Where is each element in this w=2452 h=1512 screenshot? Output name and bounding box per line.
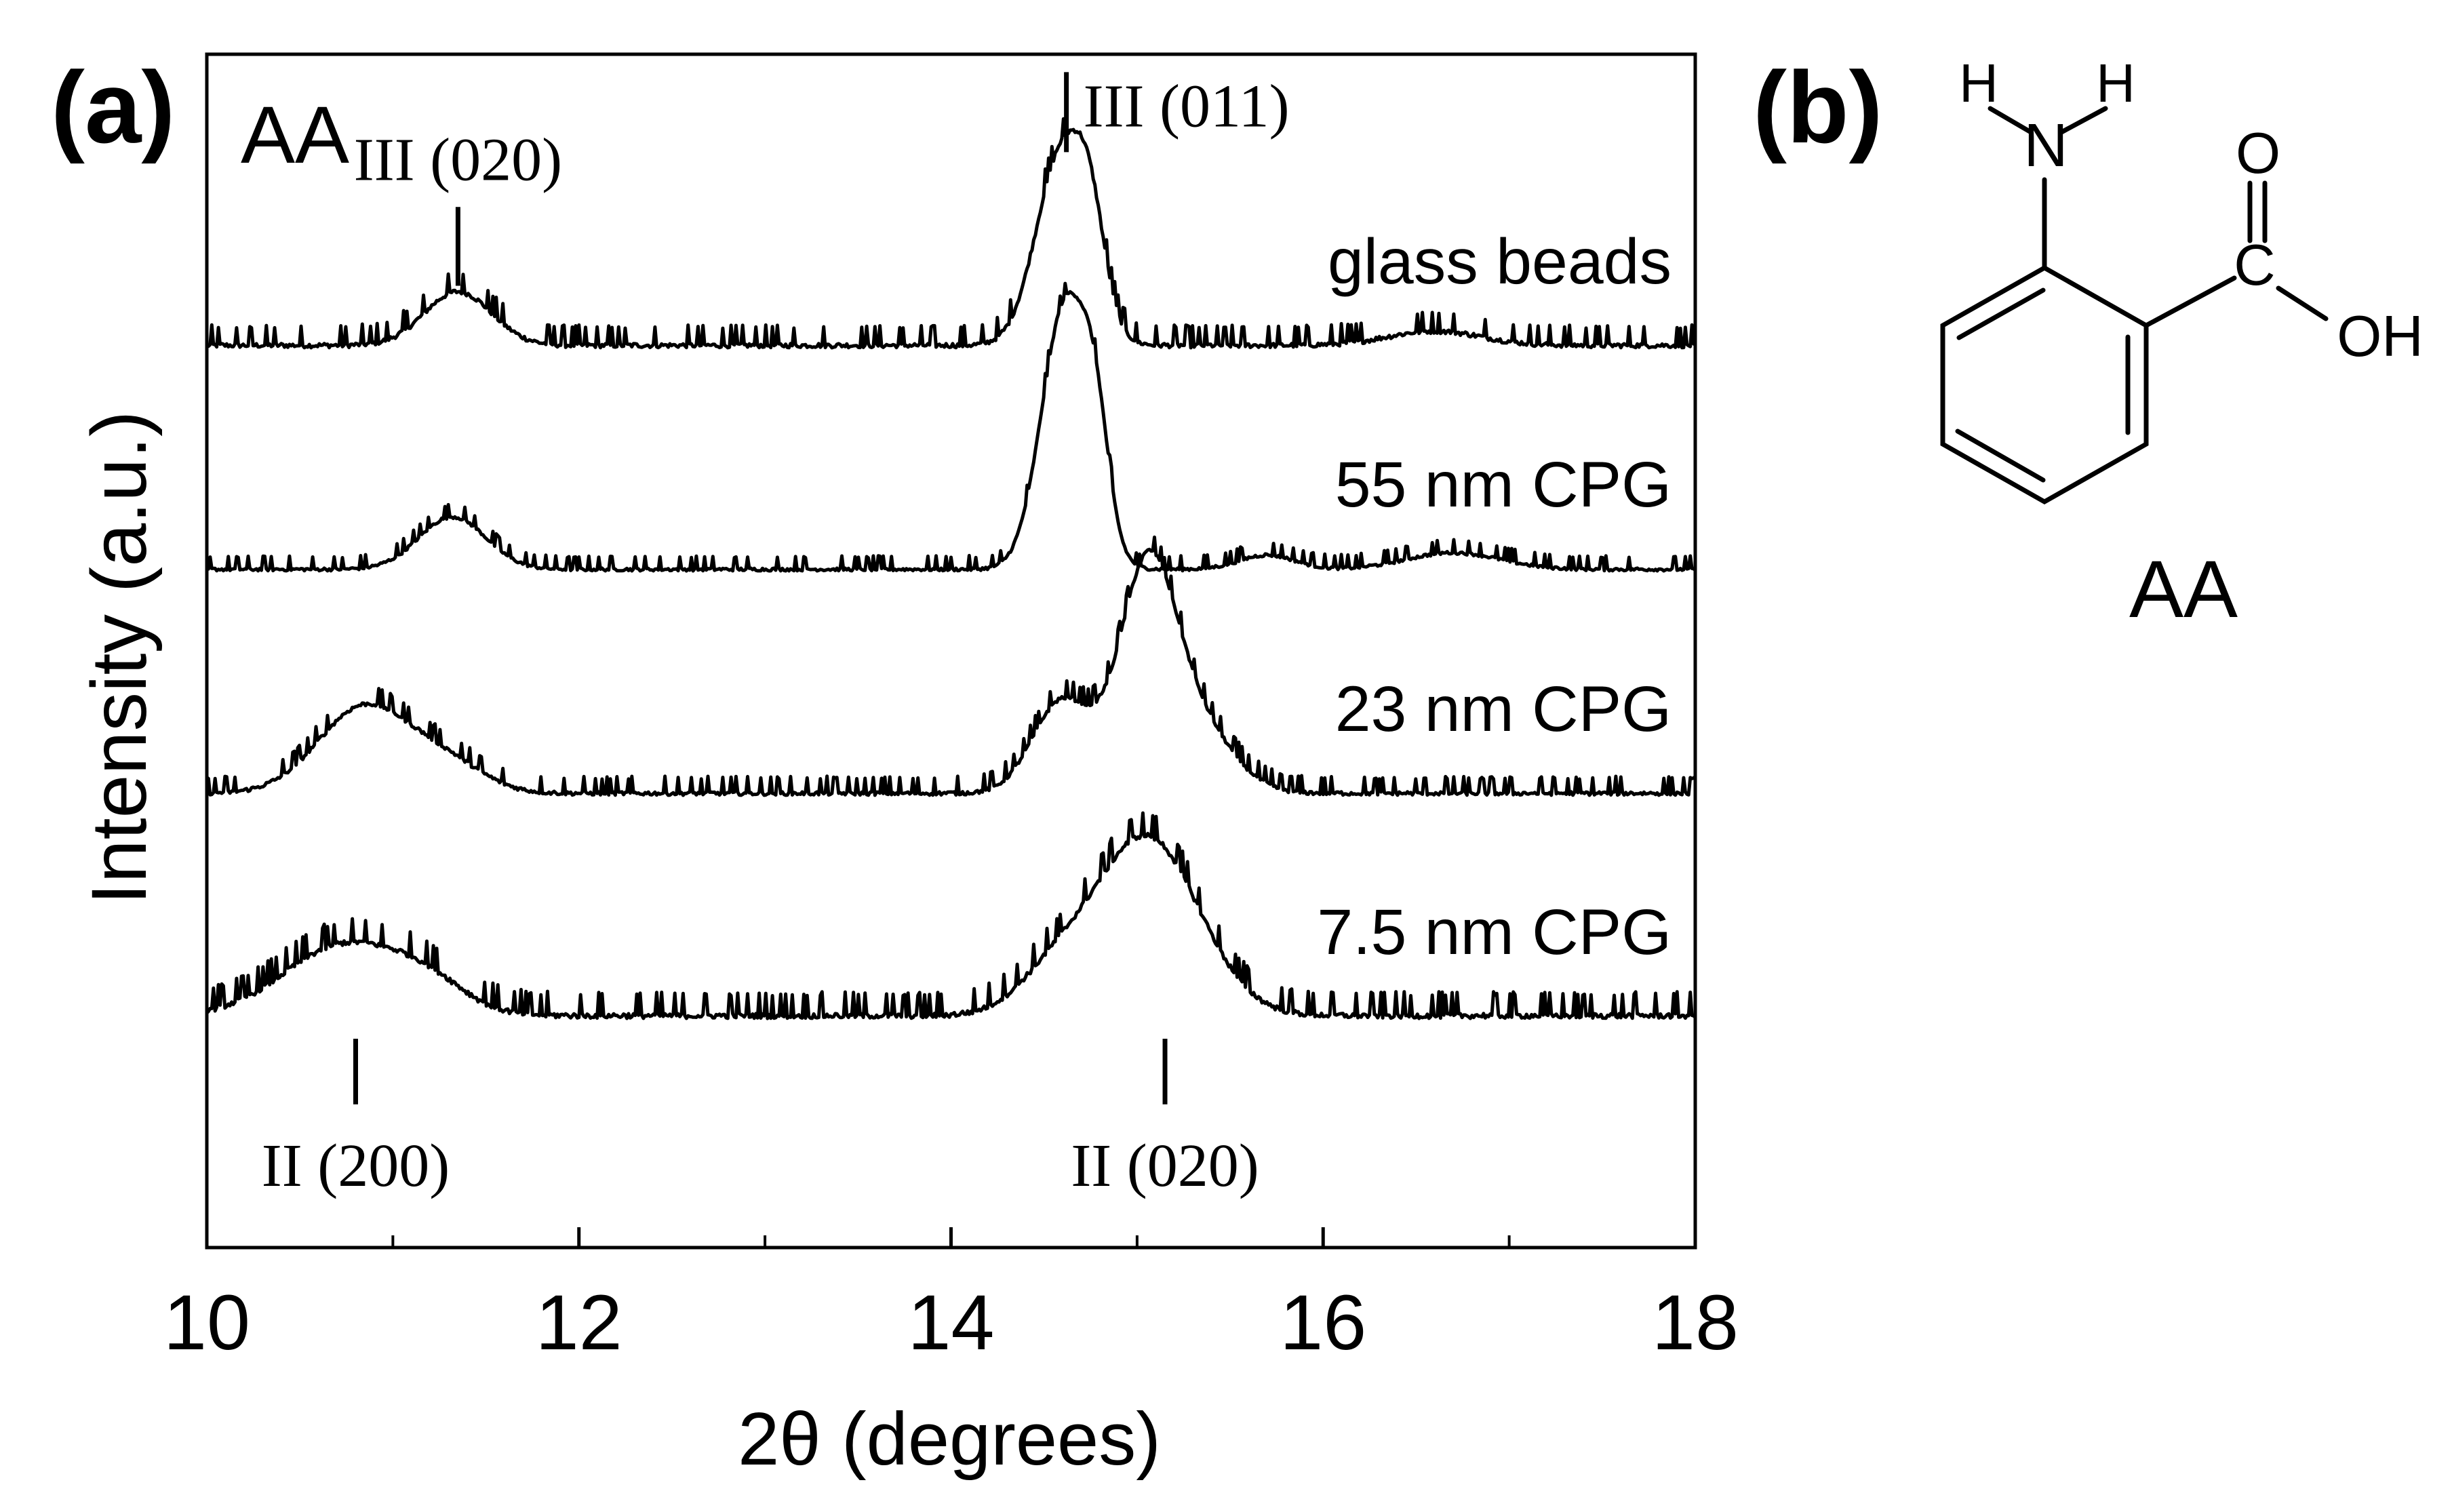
group-oh: OH — [2337, 304, 2424, 369]
atom-n: N — [2024, 112, 2068, 180]
annotation-label: II (200) — [262, 1132, 450, 1199]
series-label: 7.5 nm CPG — [1317, 896, 1672, 968]
n-h-bond-left — [1988, 106, 2034, 135]
series-label: 23 nm CPG — [1335, 673, 1672, 745]
panel-a-label: (a) — [51, 50, 175, 164]
structure-labels: H N H O C OH AA — [1959, 53, 2424, 635]
trace-55-nm-cpg — [205, 281, 1697, 573]
x-axis: 10 12 14 16 18 — [163, 1227, 1739, 1366]
panel-b-label: (b) — [1753, 50, 1883, 164]
inner-double-bond — [1955, 429, 2046, 483]
benzene-ring — [1940, 264, 2149, 505]
traces — [205, 117, 1697, 1020]
structure-name: AA — [2129, 544, 2238, 635]
annotation-label: II (020) — [1071, 1132, 1259, 1199]
inner-double-bond — [1956, 287, 2046, 340]
xrd-chart: AA III (020) III (011) II (200) II (020) gl… — [76, 52, 1739, 1481]
trace-7-5-nm-cpg — [205, 811, 1697, 1020]
x-tick-label: 12 — [536, 1279, 622, 1366]
trace-glass-beads — [205, 117, 1697, 350]
series-label: 55 nm CPG — [1335, 449, 1672, 521]
x-axis-label: 2θ (degrees) — [738, 1397, 1161, 1481]
series-label: glass beads — [1328, 226, 1672, 298]
atom-c-carboxyl: C — [2234, 233, 2275, 298]
trace-23-nm-cpg — [205, 535, 1697, 797]
x-tick-label: 16 — [1280, 1279, 1366, 1366]
n-h-bond-right — [2059, 106, 2108, 135]
annotation-label: III (020) — [354, 126, 562, 193]
x-tick-label: 14 — [908, 1279, 995, 1366]
x-tick-label: 18 — [1652, 1279, 1739, 1366]
atom-h-right: H — [2096, 53, 2135, 113]
anthranilic-acid-structure — [1940, 106, 2329, 505]
x-tick-label: 10 — [163, 1279, 250, 1366]
annotation-label: III (011) — [1084, 73, 1290, 140]
atom-o-carbonyl: O — [2236, 121, 2280, 186]
annotations: III (020) III (011) II (200) II (020) — [262, 72, 1290, 1199]
chart-title: AA — [241, 89, 349, 180]
y-axis-label: Intensity (a.u.) — [76, 411, 163, 905]
series-labels: glass beads 55 nm CPG 23 nm CPG 7.5 nm CPG — [1317, 226, 1672, 968]
ring-carboxyl-bond — [2143, 275, 2237, 328]
c-oh-bond — [2276, 285, 2329, 321]
atom-h-left: H — [1959, 53, 1998, 113]
